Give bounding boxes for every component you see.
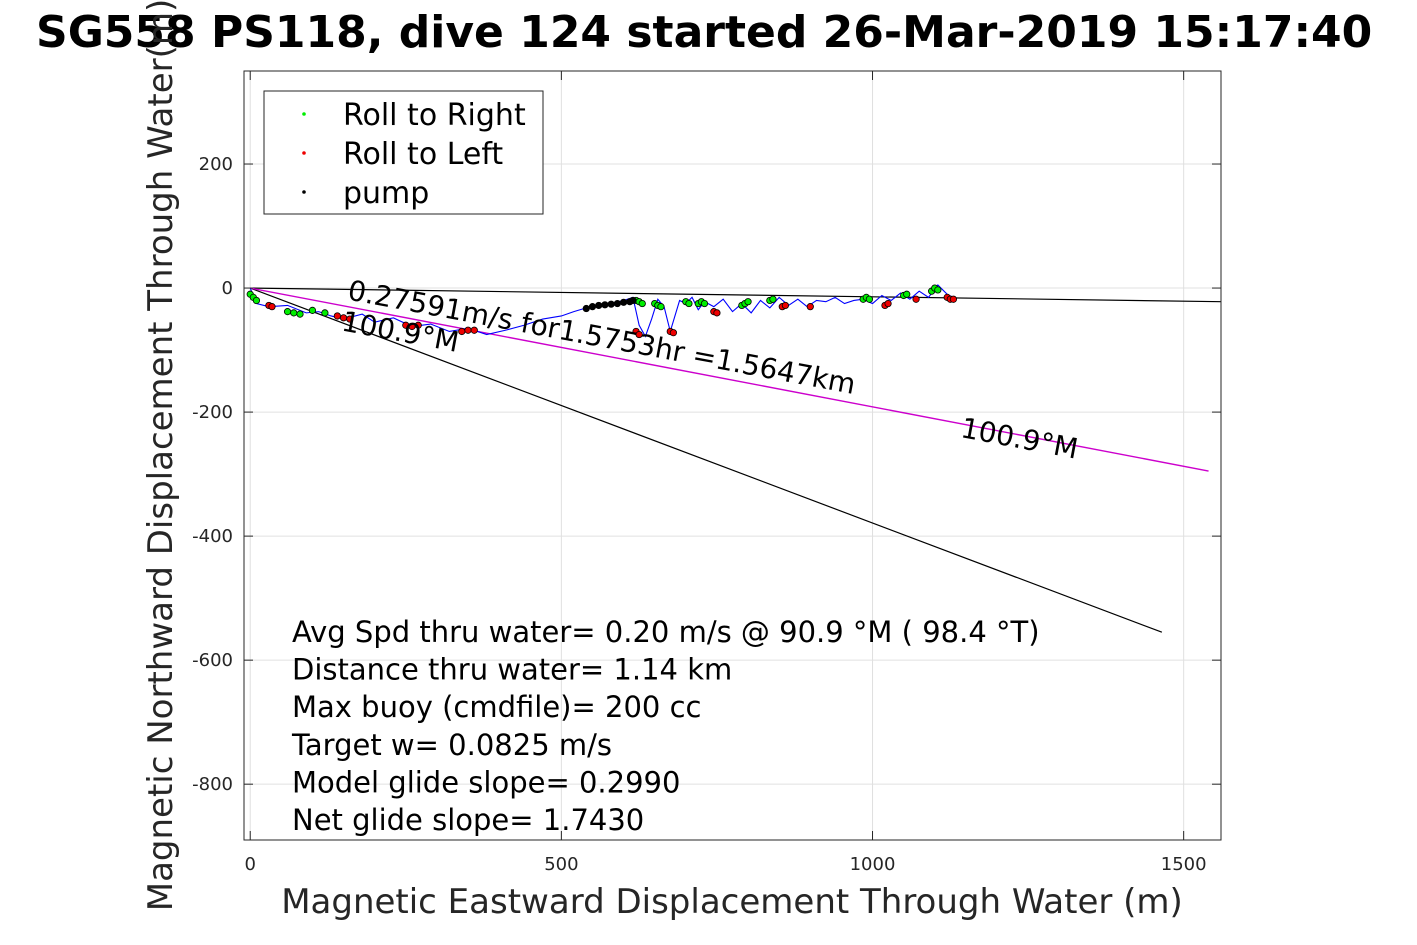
- roll-right-point: [321, 309, 329, 317]
- roll-left-point: [268, 303, 276, 311]
- grid: [244, 71, 1221, 840]
- y-tick-label: -600: [192, 650, 233, 671]
- pump-point: [595, 301, 603, 310]
- legend: Roll to Right Roll to Left pump: [263, 90, 544, 215]
- stat-line: Distance thru water= 1.14 km: [292, 653, 732, 687]
- roll-left-point: [669, 329, 677, 337]
- roll-left-point: [333, 312, 341, 320]
- roll-left-point: [806, 303, 814, 311]
- x-tick-label: 0: [244, 854, 255, 875]
- y-tick-label: -800: [192, 774, 233, 795]
- roll-right-point: [638, 299, 646, 308]
- x-tick-label: 1000: [850, 854, 896, 875]
- legend-label: pump: [343, 176, 429, 211]
- pump-point: [588, 303, 597, 311]
- pump-point: [613, 299, 621, 308]
- roll-left-point: [346, 315, 354, 323]
- roll-right-point: [308, 306, 317, 314]
- roll-right-point: [296, 310, 304, 318]
- y-axis-label: Magnetic Northward Displacement Through …: [141, 0, 181, 911]
- pump-point: [582, 304, 590, 313]
- axis-ticks: 0 500 1000 1500 -800 -600 -400 -200 0 200: [192, 71, 1221, 875]
- x-tick-label: 1500: [1161, 854, 1207, 875]
- y-tick-label: 200: [199, 154, 233, 175]
- roll-left-point: [414, 321, 422, 329]
- roll-right-point: [252, 296, 261, 305]
- glider-track: [249, 284, 957, 338]
- data-points: [246, 284, 958, 339]
- y-tick-label: 0: [222, 278, 233, 299]
- plot-frame: [243, 70, 1222, 841]
- reference-line: [250, 287, 1163, 633]
- roll-right-point: [685, 299, 693, 308]
- y-tick-label: -200: [192, 402, 233, 423]
- roll-left-point: [949, 295, 958, 303]
- roll-right-point: [283, 308, 292, 316]
- roll-right-point: [657, 303, 665, 311]
- stat-line: Model glide slope= 0.2990: [292, 765, 680, 799]
- roll-right-point: [700, 299, 709, 308]
- x-tick-label: 500: [544, 854, 578, 875]
- roll-left-point: [912, 295, 920, 303]
- roll-left-point: [713, 309, 721, 317]
- roll-right-point: [865, 295, 874, 303]
- x-axis-label: Magnetic Eastward Displacement Through W…: [281, 882, 1183, 922]
- legend-marker: [302, 190, 306, 194]
- roll-left-point: [884, 299, 892, 308]
- dive-statistics: Avg Spd thru water= 0.20 m/s @ 90.9 °M (…: [291, 615, 1040, 837]
- roll-left-point: [635, 330, 643, 339]
- roll-left-point: [781, 301, 789, 310]
- pump-point: [629, 296, 637, 305]
- roll-right-point: [290, 309, 298, 317]
- roll-left-point: [470, 326, 478, 334]
- legend-box: [263, 90, 544, 215]
- legend-label: Roll to Left: [343, 137, 503, 172]
- y-tick-label: -400: [192, 526, 233, 547]
- pump-point: [619, 298, 628, 306]
- pump-point: [607, 300, 615, 308]
- legend-marker: [302, 151, 306, 155]
- stat-line: Avg Spd thru water= 0.20 m/s @ 90.9 °M (…: [292, 615, 1040, 649]
- data-lines: [249, 284, 1222, 633]
- roll-right-point: [744, 298, 752, 306]
- chart-title: SG558 PS118, dive 124 started 26-Mar-201…: [36, 7, 1372, 58]
- legend-marker: [302, 112, 306, 116]
- stat-line: Max buoy (cmdfile)= 200 cc: [292, 690, 701, 724]
- pump-point: [601, 301, 609, 309]
- legend-label: Roll to Right: [343, 98, 526, 133]
- reference-line: [250, 287, 1222, 303]
- roll-right-point: [903, 290, 911, 298]
- roll-right-point: [769, 295, 777, 303]
- heading-line: [250, 287, 1209, 472]
- stat-line: Net glide slope= 1.7430: [292, 803, 644, 837]
- roll-right-point: [934, 286, 942, 294]
- stat-line: Target w= 0.0825 m/s: [291, 728, 612, 762]
